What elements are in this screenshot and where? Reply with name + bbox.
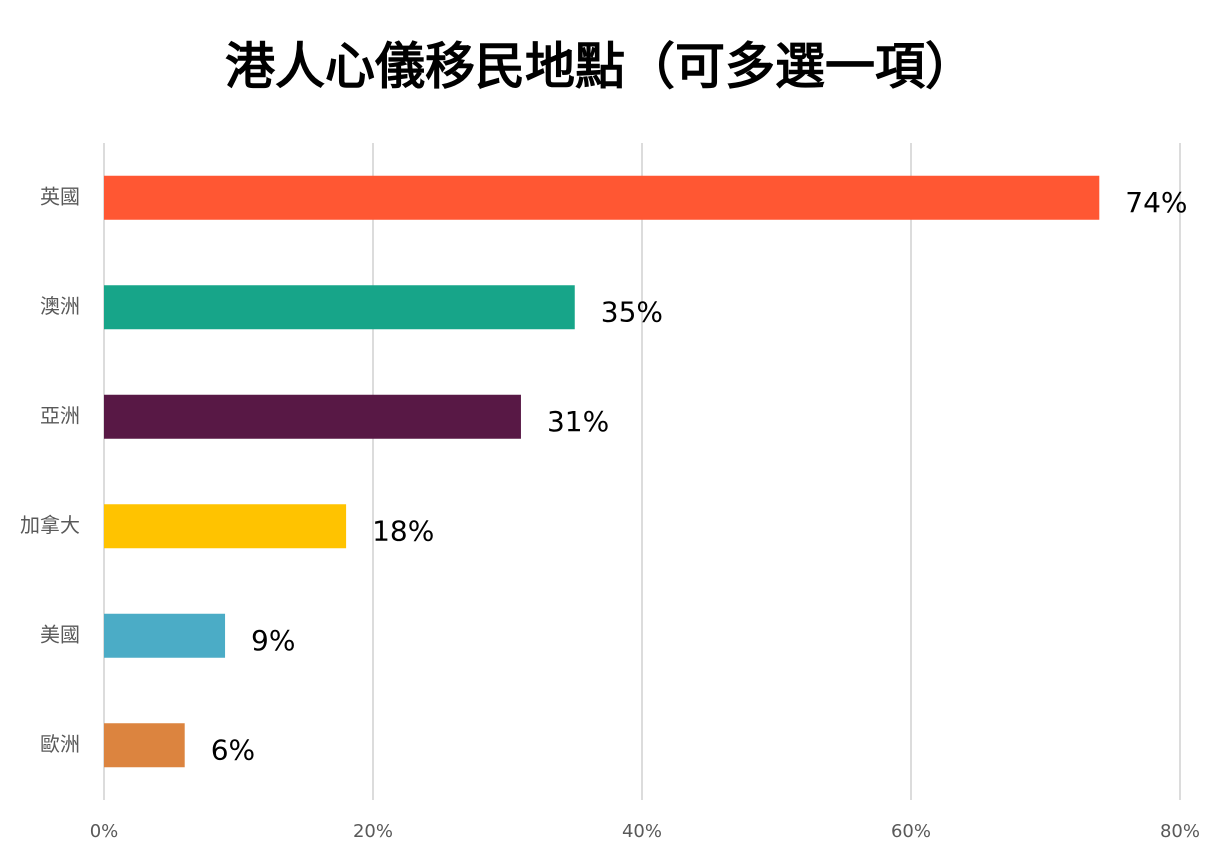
data-label: 35%: [601, 295, 663, 328]
data-label: 6%: [211, 733, 255, 766]
data-label: 74%: [1125, 186, 1187, 219]
x-tick-label: 40%: [622, 821, 662, 842]
y-tick-label: 歐洲: [40, 732, 80, 756]
bar: [104, 285, 575, 330]
y-tick-label: 澳洲: [40, 294, 80, 318]
bar: [104, 723, 185, 768]
x-tick-label: 20%: [353, 821, 393, 842]
y-tick-label: 英國: [40, 184, 80, 208]
data-label: 18%: [372, 514, 434, 547]
y-tick-label: 加拿大: [20, 513, 80, 537]
x-tick-label: 60%: [891, 821, 931, 842]
bar: [104, 175, 1100, 220]
data-label: 9%: [251, 624, 295, 657]
bar: [104, 504, 347, 549]
chart-title: 港人心儀移民地點（可多選一項）: [225, 38, 975, 96]
data-label: 31%: [547, 405, 609, 438]
y-tick-label: 美國: [40, 622, 80, 646]
bar: [104, 613, 226, 658]
x-tick-label: 80%: [1160, 821, 1200, 842]
y-tick-label: 亞洲: [40, 403, 80, 427]
x-tick-label: 0%: [90, 821, 119, 842]
bar: [104, 394, 521, 439]
